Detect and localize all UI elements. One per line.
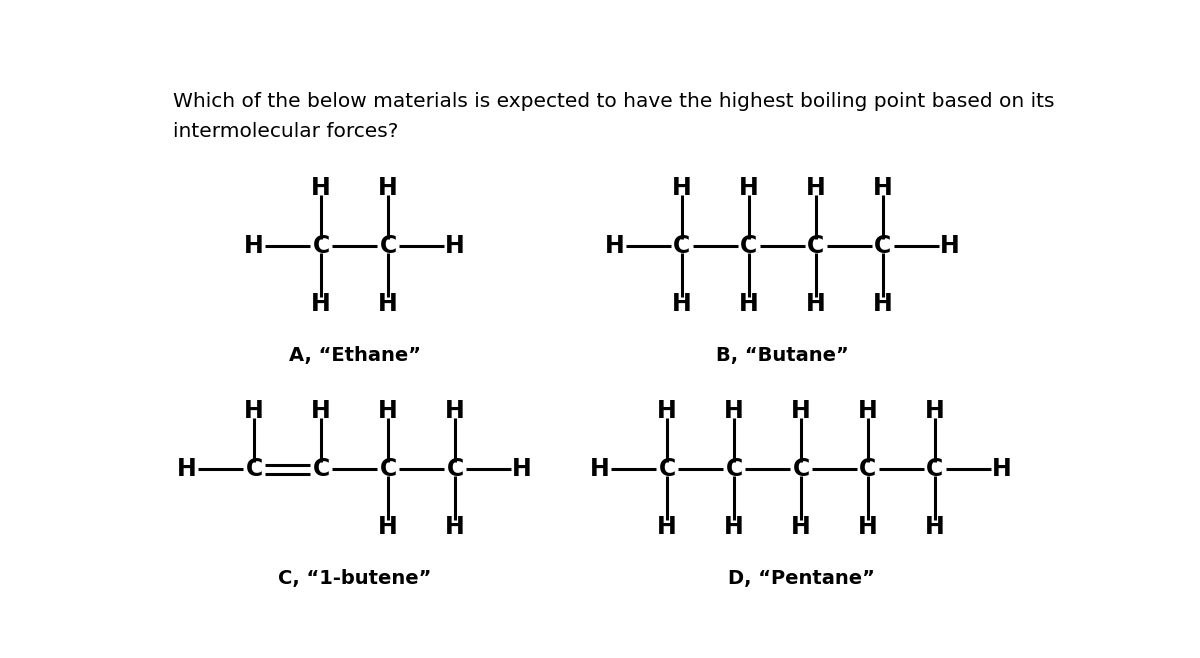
Text: H: H	[872, 176, 893, 200]
Text: A, “Ethane”: A, “Ethane”	[289, 345, 421, 365]
Text: D, “Pentane”: D, “Pentane”	[727, 569, 875, 588]
Text: H: H	[858, 399, 878, 423]
Text: H: H	[378, 176, 398, 200]
Text: H: H	[311, 399, 331, 423]
Text: C: C	[312, 234, 330, 258]
Text: B, “Butane”: B, “Butane”	[716, 345, 848, 365]
Text: C: C	[859, 457, 876, 481]
Text: H: H	[791, 515, 811, 540]
Text: C: C	[808, 234, 824, 258]
Text: H: H	[605, 234, 625, 258]
Text: H: H	[378, 292, 398, 316]
Text: H: H	[178, 457, 197, 481]
Text: C: C	[659, 457, 676, 481]
Text: C: C	[673, 234, 690, 258]
Text: H: H	[925, 399, 944, 423]
Text: C: C	[446, 457, 463, 481]
Text: H: H	[724, 399, 744, 423]
Text: C: C	[312, 457, 330, 481]
Text: C: C	[726, 457, 743, 481]
Text: H: H	[658, 515, 677, 540]
Text: H: H	[378, 399, 398, 423]
Text: C: C	[379, 234, 397, 258]
Text: H: H	[940, 234, 960, 258]
Text: H: H	[590, 457, 610, 481]
Text: H: H	[806, 292, 826, 316]
Text: H: H	[245, 234, 264, 258]
Text: H: H	[378, 515, 398, 540]
Text: H: H	[311, 292, 331, 316]
Text: H: H	[445, 234, 464, 258]
Text: H: H	[724, 515, 744, 540]
Text: H: H	[872, 292, 893, 316]
Text: H: H	[672, 292, 692, 316]
Text: C: C	[926, 457, 943, 481]
Text: H: H	[445, 399, 464, 423]
Text: H: H	[739, 292, 758, 316]
Text: H: H	[806, 176, 826, 200]
Text: C: C	[740, 234, 757, 258]
Text: H: H	[992, 457, 1012, 481]
Text: H: H	[245, 399, 264, 423]
Text: H: H	[512, 457, 532, 481]
Text: H: H	[672, 176, 692, 200]
Text: C: C	[246, 457, 263, 481]
Text: C: C	[875, 234, 892, 258]
Text: C, “1-butene”: C, “1-butene”	[278, 569, 431, 588]
Text: H: H	[658, 399, 677, 423]
Text: H: H	[925, 515, 944, 540]
Text: C: C	[792, 457, 810, 481]
Text: H: H	[739, 176, 758, 200]
Text: H: H	[791, 399, 811, 423]
Text: H: H	[445, 515, 464, 540]
Text: H: H	[858, 515, 878, 540]
Text: H: H	[311, 176, 331, 200]
Text: C: C	[379, 457, 397, 481]
Text: intermolecular forces?: intermolecular forces?	[173, 122, 398, 141]
Text: Which of the below materials is expected to have the highest boiling point based: Which of the below materials is expected…	[173, 91, 1055, 111]
